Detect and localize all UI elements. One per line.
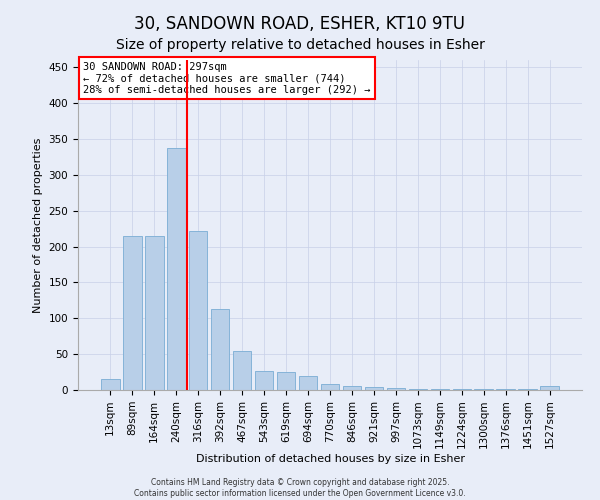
Bar [299, 376, 317, 390]
Bar [365, 387, 383, 390]
Bar [211, 309, 229, 390]
Bar [386, 388, 405, 390]
X-axis label: Distribution of detached houses by size in Esher: Distribution of detached houses by size … [196, 454, 464, 464]
Text: Size of property relative to detached houses in Esher: Size of property relative to detached ho… [116, 38, 484, 52]
Bar [320, 384, 340, 390]
Text: 30, SANDOWN ROAD, ESHER, KT10 9TU: 30, SANDOWN ROAD, ESHER, KT10 9TU [134, 15, 466, 33]
Bar [409, 388, 427, 390]
Bar [145, 236, 164, 390]
Bar [189, 230, 208, 390]
Bar [343, 386, 361, 390]
Bar [167, 148, 185, 390]
Bar [123, 236, 142, 390]
Text: Contains HM Land Registry data © Crown copyright and database right 2025.
Contai: Contains HM Land Registry data © Crown c… [134, 478, 466, 498]
Bar [277, 372, 295, 390]
Text: 30 SANDOWN ROAD: 297sqm
← 72% of detached houses are smaller (744)
28% of semi-d: 30 SANDOWN ROAD: 297sqm ← 72% of detache… [83, 62, 371, 95]
Bar [255, 372, 274, 390]
Bar [101, 379, 119, 390]
Y-axis label: Number of detached properties: Number of detached properties [33, 138, 43, 312]
Bar [541, 386, 559, 390]
Bar [233, 352, 251, 390]
